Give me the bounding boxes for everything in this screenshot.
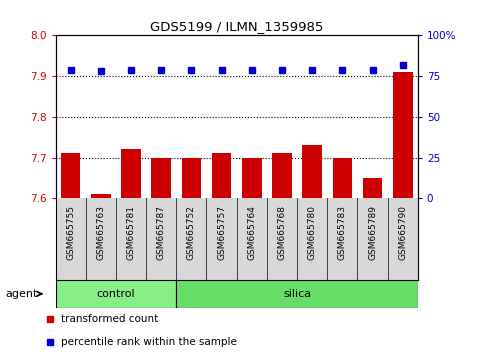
Bar [272, 154, 292, 198]
Title: GDS5199 / ILMN_1359985: GDS5199 / ILMN_1359985 [150, 20, 323, 33]
Bar [91, 194, 111, 198]
Bar [176, 280, 418, 308]
Bar [393, 72, 412, 198]
Text: percentile rank within the sample: percentile rank within the sample [61, 337, 237, 348]
Text: GSM665757: GSM665757 [217, 205, 226, 260]
Bar [242, 158, 262, 198]
Bar [363, 178, 383, 198]
Text: GSM665781: GSM665781 [127, 205, 136, 260]
Bar [332, 158, 352, 198]
Text: GSM665755: GSM665755 [66, 205, 75, 260]
Text: agent: agent [6, 289, 42, 299]
Text: GSM665764: GSM665764 [247, 205, 256, 259]
Bar [182, 158, 201, 198]
Text: GSM665790: GSM665790 [398, 205, 407, 260]
Bar [61, 154, 81, 198]
Text: GSM665752: GSM665752 [187, 205, 196, 259]
Text: GSM665763: GSM665763 [96, 205, 105, 260]
Text: transformed count: transformed count [61, 314, 158, 325]
Text: GSM665768: GSM665768 [277, 205, 286, 260]
Bar [121, 149, 141, 198]
Text: silica: silica [283, 289, 311, 299]
Text: GSM665789: GSM665789 [368, 205, 377, 260]
Bar [302, 145, 322, 198]
Text: control: control [97, 289, 135, 299]
Text: GSM665780: GSM665780 [308, 205, 317, 260]
Bar [151, 158, 171, 198]
Bar [56, 280, 176, 308]
Text: GSM665787: GSM665787 [156, 205, 166, 260]
Text: GSM665783: GSM665783 [338, 205, 347, 260]
Bar [212, 154, 231, 198]
